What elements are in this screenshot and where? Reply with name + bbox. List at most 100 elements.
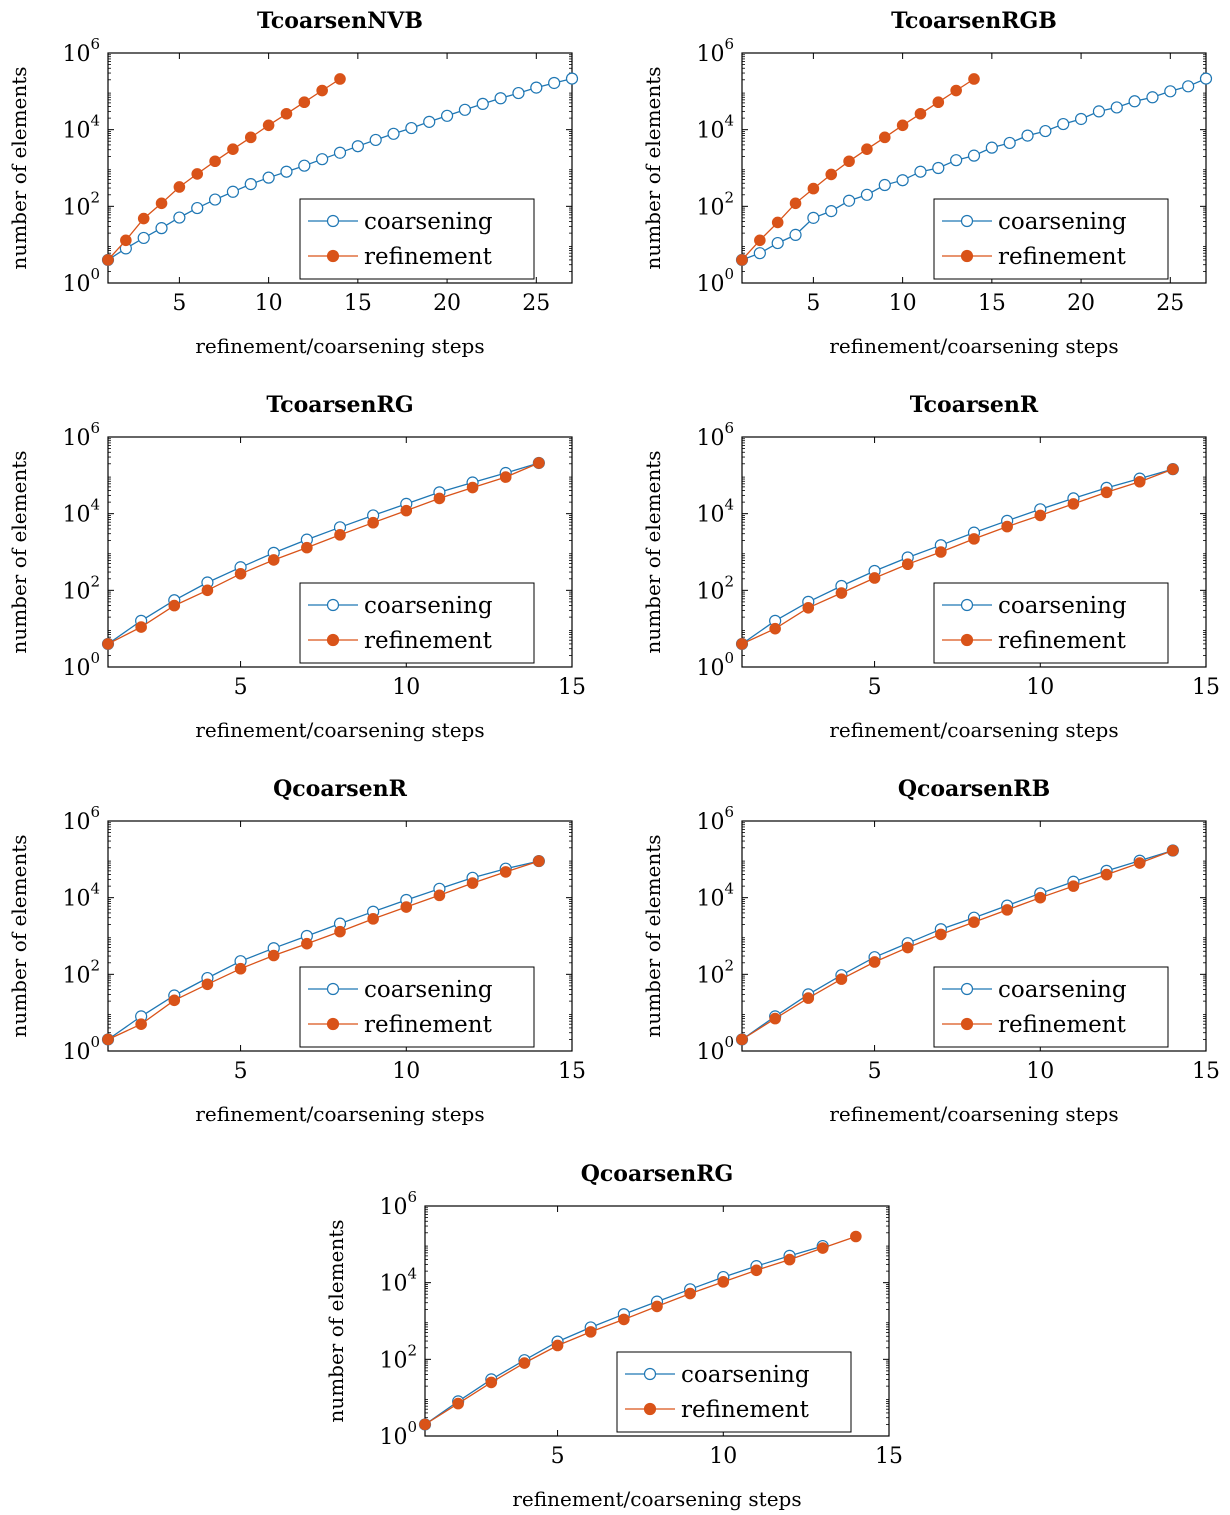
y-tick-label: 102 xyxy=(696,956,734,988)
legend: coarsening refinement xyxy=(933,198,1169,280)
series-line-refinement xyxy=(741,849,1174,1041)
data-point-refinement xyxy=(244,131,257,144)
y-tick-label: 104 xyxy=(696,880,734,912)
data-point-coarsening xyxy=(280,165,293,178)
legend: coarsening refinement xyxy=(299,966,535,1048)
x-tick-label: 20 xyxy=(433,291,461,316)
data-point-refinement xyxy=(1001,520,1013,533)
data-point-refinement xyxy=(769,622,781,635)
y-axis-label: number of elements xyxy=(324,1219,348,1422)
y-tick-base: 10 xyxy=(62,426,90,451)
data-point-coarsening xyxy=(1003,136,1016,150)
data-point-coarsening xyxy=(878,178,891,192)
y-tick-exponent: 0 xyxy=(407,1418,417,1436)
y-tick-exponent: 6 xyxy=(407,1188,417,1206)
data-point-coarsening xyxy=(369,133,382,147)
y-tick-exponent: 2 xyxy=(90,956,100,974)
data-point-refinement xyxy=(789,197,802,210)
data-point-coarsening xyxy=(387,127,400,140)
y-tick-exponent: 4 xyxy=(90,880,100,898)
data-point-coarsening xyxy=(914,165,927,178)
data-point-coarsening xyxy=(950,154,963,167)
y-tick-label: 106 xyxy=(62,803,100,835)
chart-title: TcoarsenRG xyxy=(266,392,413,418)
data-point-refinement xyxy=(452,1397,464,1410)
data-point-refinement xyxy=(802,992,815,1004)
data-point-coarsening xyxy=(155,222,168,235)
legend-label: coarsening xyxy=(998,593,1127,619)
data-point-refinement xyxy=(367,516,379,529)
data-point-refinement xyxy=(843,155,855,168)
data-point-coarsening xyxy=(807,211,820,224)
legend-marker-open xyxy=(960,598,974,612)
y-tick-base: 10 xyxy=(62,579,90,604)
legend-label: refinement xyxy=(998,244,1127,270)
data-point-refinement xyxy=(835,587,848,599)
x-tick-label: 5 xyxy=(868,675,882,700)
chart-title: TcoarsenR xyxy=(910,392,1039,418)
data-point-refinement xyxy=(201,584,214,597)
legend-label: refinement xyxy=(364,1012,493,1038)
plot-frame xyxy=(107,52,573,284)
x-tick-label: 5 xyxy=(868,1059,882,1084)
y-tick-exponent: 0 xyxy=(90,1033,100,1051)
y-tick-exponent: 0 xyxy=(724,265,734,283)
y-tick-label: 100 xyxy=(62,265,100,297)
data-point-refinement xyxy=(466,877,479,889)
x-tick-label: 25 xyxy=(1156,291,1184,316)
x-tick-label: 15 xyxy=(875,1444,903,1469)
data-point-refinement xyxy=(950,84,962,97)
data-point-refinement xyxy=(135,1018,147,1031)
data-point-refinement xyxy=(807,182,820,195)
y-axis-label: number of elements xyxy=(7,834,31,1037)
data-point-refinement xyxy=(334,73,346,85)
data-point-refinement xyxy=(155,197,168,210)
data-point-refinement xyxy=(1001,904,1013,916)
data-point-coarsening xyxy=(476,97,489,111)
y-tick-exponent: 6 xyxy=(724,419,734,437)
legend-box xyxy=(616,1351,852,1433)
plot-frame xyxy=(741,52,1207,284)
data-point-refinement xyxy=(209,155,221,168)
data-point-refinement xyxy=(102,1033,114,1046)
y-tick-exponent: 6 xyxy=(90,803,100,821)
data-point-refinement xyxy=(1100,868,1113,881)
x-tick-label: 5 xyxy=(234,675,248,700)
x-tick-label: 15 xyxy=(344,291,372,316)
data-point-refinement xyxy=(783,1253,796,1266)
y-tick-exponent: 4 xyxy=(724,112,734,130)
data-point-refinement xyxy=(736,638,748,650)
x-tick-label: 10 xyxy=(1026,1059,1054,1084)
plot-frame xyxy=(424,1205,890,1437)
data-point-coarsening xyxy=(1199,72,1213,85)
y-tick-exponent: 0 xyxy=(724,649,734,667)
x-axis-label: refinement/coarsening steps xyxy=(195,1102,484,1126)
legend-marker-open xyxy=(643,1367,657,1381)
y-tick-label: 106 xyxy=(696,419,734,451)
data-point-coarsening xyxy=(753,247,766,260)
y-tick-exponent: 2 xyxy=(90,572,100,590)
data-point-coarsening xyxy=(896,174,909,187)
y-tick-label: 102 xyxy=(379,1341,417,1373)
y-tick-base: 10 xyxy=(696,42,724,67)
x-tick-label: 10 xyxy=(1026,675,1054,700)
data-point-refinement xyxy=(419,1418,431,1431)
data-point-refinement xyxy=(935,546,947,558)
x-tick-label: 15 xyxy=(558,675,586,700)
data-point-coarsening xyxy=(565,72,579,85)
x-tick-label: 10 xyxy=(889,291,917,316)
data-point-coarsening xyxy=(1164,85,1177,98)
y-axis-label: number of elements xyxy=(641,450,665,653)
y-tick-label: 106 xyxy=(696,35,734,67)
y-tick-label: 102 xyxy=(696,188,734,220)
data-point-coarsening xyxy=(530,81,543,94)
data-point-coarsening xyxy=(137,231,150,245)
y-tick-base: 10 xyxy=(62,1040,90,1065)
data-point-coarsening xyxy=(1092,105,1106,118)
y-tick-label: 104 xyxy=(62,496,100,528)
y-tick-base: 10 xyxy=(696,119,724,144)
data-point-coarsening xyxy=(789,228,802,241)
